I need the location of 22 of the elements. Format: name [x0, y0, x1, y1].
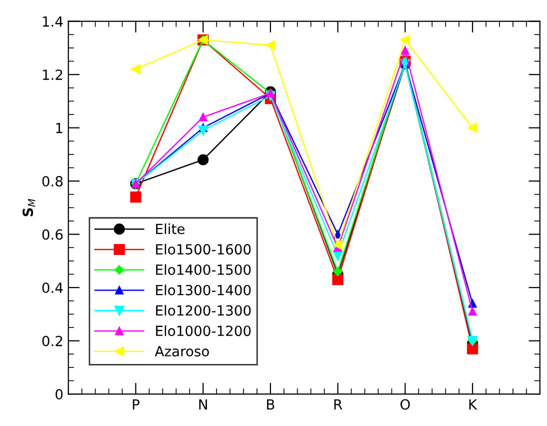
y-tick-label: 0.6	[42, 229, 63, 240]
y-axis-title: S$_{M}$	[22, 198, 36, 216]
x-tick-label: B	[267, 399, 274, 410]
y-tick-label: 0.4	[42, 282, 63, 294]
legend-label: Elo1300-1400	[156, 284, 251, 296]
y-tick-label: 0.8	[42, 176, 63, 187]
y-tick-label: 1	[56, 122, 62, 134]
x-tick-label: O	[400, 399, 410, 410]
x-tick-label: P	[132, 399, 140, 410]
legend-label: Elite	[156, 223, 184, 234]
y-tick-label: 0	[56, 389, 63, 400]
x-tick-label: N	[199, 399, 207, 410]
y-tick-label: 0.2	[42, 336, 62, 346]
y-tick-label: 1.2	[42, 70, 62, 80]
x-tick-label: R	[334, 399, 342, 410]
x-tick-label: K	[469, 399, 478, 410]
legend-label: Elo1400-1500	[156, 264, 251, 275]
y-tick-label: 1.4	[42, 16, 63, 27]
legend-label: Elo1000-1200	[156, 325, 251, 336]
legend-label: Elo1500-1600	[156, 244, 251, 255]
legend-label: Azaroso	[154, 346, 209, 356]
legend-label: Elo1200-1300	[156, 304, 251, 316]
